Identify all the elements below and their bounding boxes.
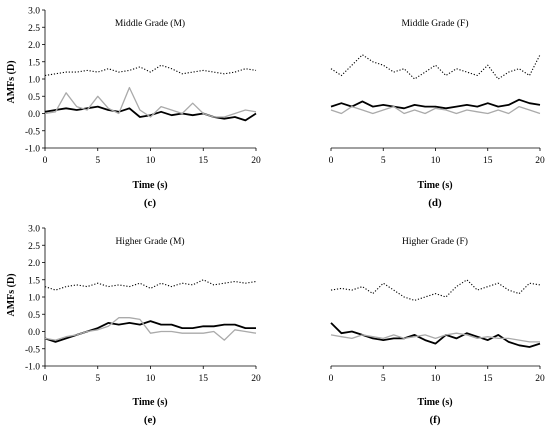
panel-c: 3.0 2.5 2.0 1.5 1.0 0.5 0.0 -0.5 -1.0 AMFs (D) M… [6,7,261,210]
x-tick-label: 15 [199,374,209,384]
y-tick-label: 1.0 [28,294,40,304]
x-tick-label: 5 [95,374,100,384]
series-lines [44,64,257,122]
x-tick-label: 10 [431,374,441,384]
x-tick-label: 15 [483,374,493,384]
y-tick-label: 1.0 [28,76,40,86]
y-tick-label: 0.5 [28,311,40,321]
y-axis-title: AMFs (D) [6,60,17,103]
series-line-gray [330,332,540,343]
y-tick-labels: 3.0 2.5 2.0 1.5 1.0 0.5 0.0 -0.5 -1.0 [25,225,45,373]
y-axis-title: AMFs (D) [6,273,17,316]
y-tick-label: 2.5 [28,242,40,252]
x-tick-label: 0 [43,374,48,384]
series-line-black [330,98,541,110]
y-tick-label: 3.0 [28,7,40,17]
panel-label: (d) [428,197,442,209]
x-tick-label: 20 [535,374,545,384]
panel-label: (c) [144,197,157,209]
x-axis-title: Time (s) [417,180,452,191]
y-tick-label: 2.0 [28,259,40,269]
x-tick-label: 15 [483,156,493,166]
series-line-dotted [330,54,541,80]
x-tick-label: 5 [381,156,386,166]
series-line-gray [330,105,541,115]
y-tick-label: 1.5 [28,276,40,286]
y-tick-label: 0.0 [28,110,40,120]
x-tick-label: 20 [251,374,261,384]
series-line-dotted [44,64,257,77]
y-tick-label: 0.5 [28,93,40,103]
y-tick-label: 2.5 [28,24,40,34]
x-tick-label: 10 [431,156,441,166]
x-tick-label: 5 [381,374,386,384]
x-axis-title: Time (s) [417,397,452,408]
y-tick-label: -1.0 [25,363,40,373]
x-tick-labels: 0 5 10 15 20 [43,366,261,384]
x-tick-label: 15 [199,156,209,166]
panel-e: 3.0 2.5 2.0 1.5 1.0 0.5 0.0 -0.5 -1.0 AMFs (D) H… [6,225,261,427]
x-axis-title: Time (s) [132,397,167,408]
series-line-dotted [44,279,257,291]
series-lines [44,279,257,343]
x-tick-labels: 0 5 10 15 20 [329,148,545,166]
series-line-black [44,320,256,343]
x-tick-labels: 0 5 10 15 20 [329,366,545,384]
x-tick-label: 10 [146,156,156,166]
x-axis-title: Time (s) [132,180,167,191]
y-tick-label: -0.5 [25,345,40,355]
series-line-dotted [330,279,541,301]
x-tick-label: 20 [251,156,261,166]
x-tick-label: 5 [95,156,100,166]
panel-f: Higher Grade (F) 0 5 10 15 20 Time (s) (f) [329,236,545,426]
panel-title: Higher Grade (F) [402,236,468,247]
panel-label: (e) [144,414,157,426]
panel-title: Middle Grade (M) [115,18,185,29]
y-tick-label: -1.0 [25,145,40,155]
y-tick-label: -0.5 [25,127,40,137]
series-lines [330,279,541,348]
series-line-gray [44,317,257,341]
x-tick-label: 0 [43,156,48,166]
y-tick-label: 3.0 [28,225,40,235]
panel-title: Middle Grade (F) [401,18,468,29]
panel-label: (f) [430,414,441,426]
y-tick-labels: 3.0 2.5 2.0 1.5 1.0 0.5 0.0 -0.5 -1.0 [25,7,45,155]
series-line-gray [44,86,257,118]
y-tick-label: 1.5 [28,58,40,68]
x-tick-labels: 0 5 10 15 20 [43,148,261,166]
x-tick-label: 20 [535,156,545,166]
x-tick-label: 10 [146,374,156,384]
x-tick-label: 0 [329,156,334,166]
series-lines [330,54,541,115]
panel-title: Higher Grade (M) [115,236,184,247]
series-line-black [44,105,257,122]
panel-d: Middle Grade (F) 0 5 10 15 20 Time (s) (d) [329,18,545,209]
y-tick-label: 0.0 [28,328,40,338]
y-tick-label: 2.0 [28,41,40,51]
x-tick-label: 0 [329,374,334,384]
